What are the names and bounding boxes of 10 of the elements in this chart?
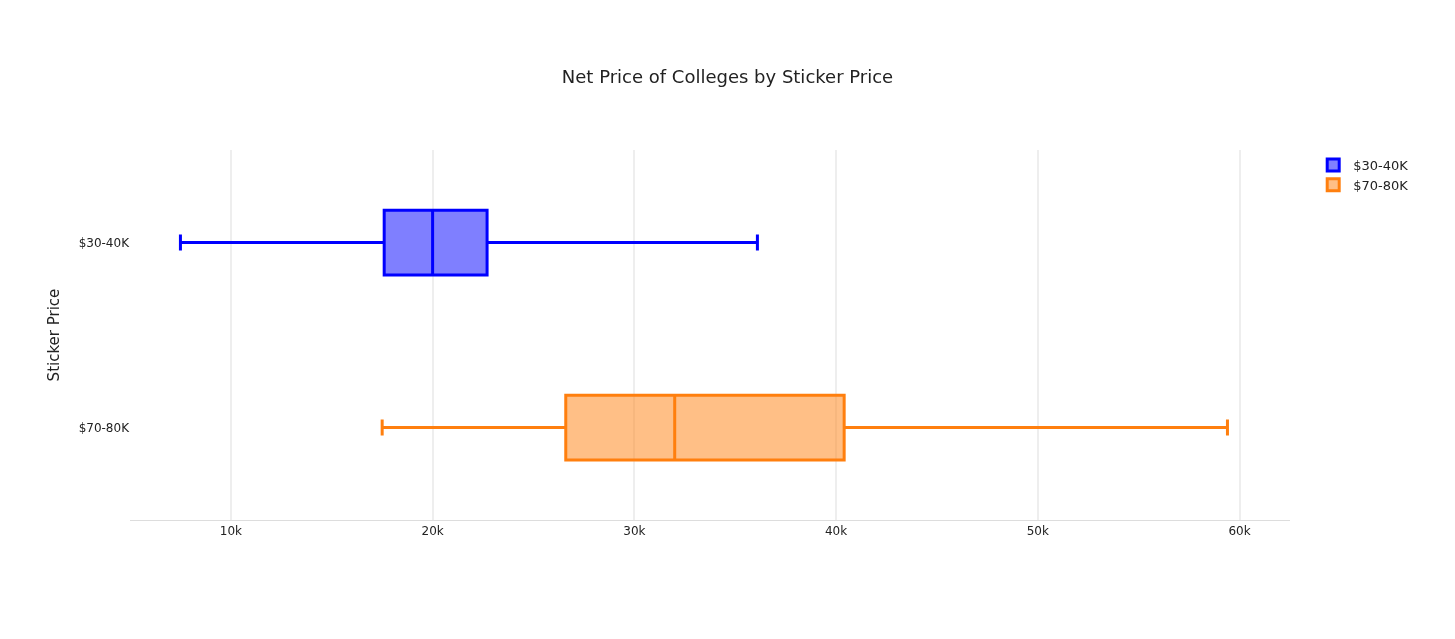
legend-label: $30-40K (1353, 158, 1409, 174)
x-tick-label: 30k (623, 524, 646, 539)
x-tick-label: 50k (1026, 524, 1049, 539)
x-tick-label: 40k (824, 524, 848, 539)
y-axis-title: Sticker Price (44, 288, 63, 382)
x-tick-label: 10k (219, 524, 243, 539)
x-tick-label: 60k (1228, 524, 1251, 539)
chart-title: Net Price of Colleges by Sticker Price (561, 65, 894, 87)
legend-label: $70-80K (1353, 177, 1409, 193)
x-tick-label: 20k (421, 524, 444, 539)
